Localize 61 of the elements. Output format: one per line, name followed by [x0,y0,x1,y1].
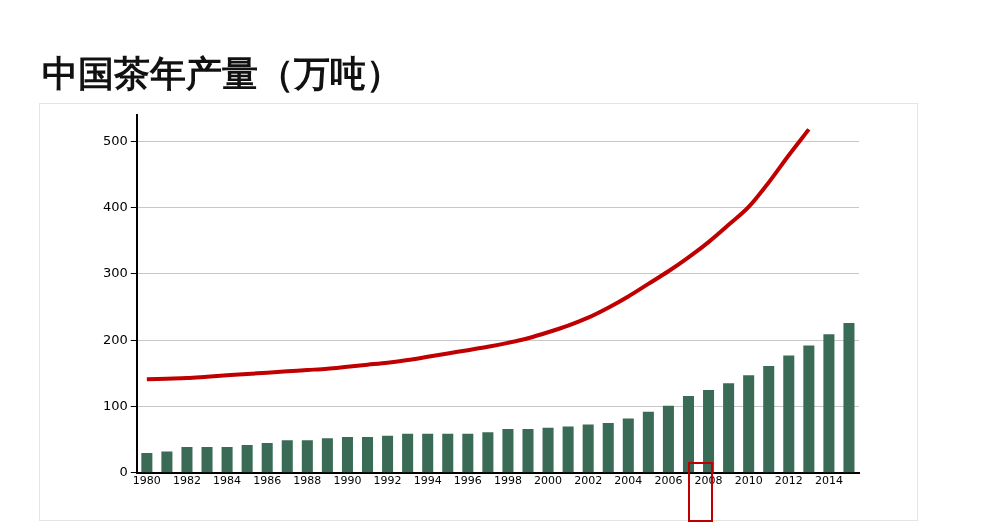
bar [281,440,293,473]
bar [582,424,594,473]
x-tick-label: 2014 [814,474,843,488]
y-tick-label: 0 [119,464,128,480]
y-tick-label: 200 [102,331,128,347]
bar [321,438,333,473]
x-tick-label: 1982 [172,474,201,488]
bar [542,427,554,473]
bar [602,423,614,473]
bar [422,433,434,473]
bar [642,411,654,473]
bar [382,435,394,473]
x-tick-label: 1994 [413,474,442,488]
bar [783,355,795,473]
x-tick-label: 2004 [614,474,643,488]
x-tick-label: 1992 [373,474,402,488]
y-tick-label: 400 [102,198,128,214]
x-tick-label: 1986 [253,474,282,488]
bar [763,366,775,473]
bar [482,432,494,473]
x-tick-label: 2002 [574,474,603,488]
bar [442,433,454,473]
chart-title: 中国茶年产量（万吨） [42,52,402,96]
bar [141,452,153,473]
bar [362,437,374,473]
bar [221,446,233,473]
x-tick-label: 1984 [213,474,242,488]
bar [462,433,474,473]
x-tick-label: 1998 [493,474,522,488]
bar [502,429,514,473]
bar [622,418,634,473]
bar [201,446,213,473]
bar [301,440,313,473]
bar [703,389,715,473]
x-tick-label: 2010 [734,474,763,488]
y-tick-label: 300 [102,265,128,281]
bar [682,395,694,473]
bar [562,426,574,473]
bar [723,383,735,473]
y-tick-label: 100 [102,397,128,413]
bar [843,322,855,473]
bar [341,437,353,473]
bar [743,375,755,473]
bar [241,444,253,473]
x-tick-label: 1996 [453,474,482,488]
x-tick-label: 2006 [654,474,683,488]
bar [662,405,674,473]
bar [402,433,414,473]
bar [522,429,534,473]
x-tick-label: 2012 [774,474,803,488]
bar [823,334,835,473]
x-tick-label: 1988 [293,474,322,488]
x-tick-label: 1980 [132,474,161,488]
x-tick-label: 2000 [534,474,563,488]
bar [261,442,273,473]
bar [161,451,173,473]
bar [803,345,815,473]
x-tick-label: 1990 [333,474,362,488]
bar [181,446,193,473]
line-series [144,127,811,382]
y-tick-label: 500 [102,132,128,148]
